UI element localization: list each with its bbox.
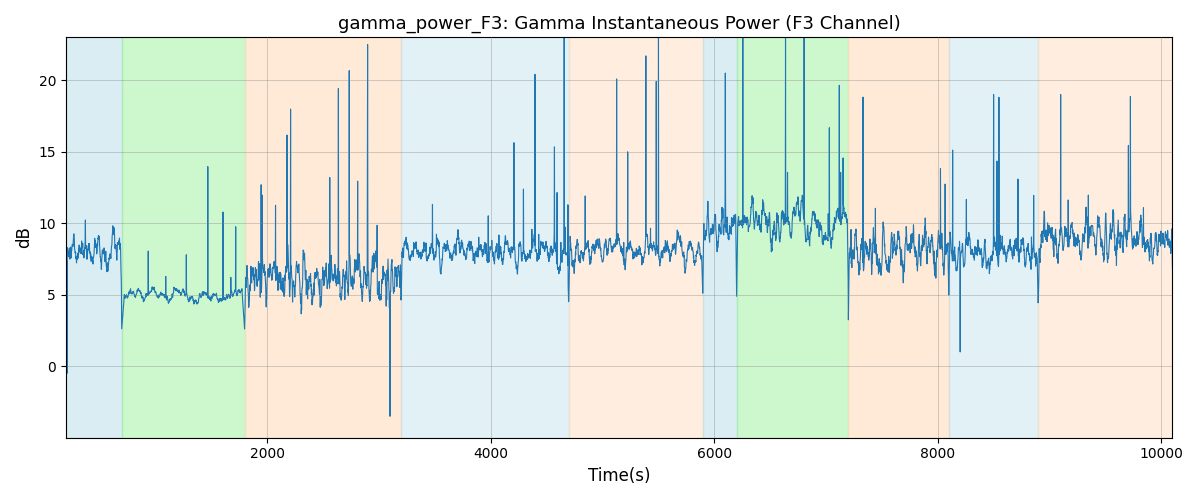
X-axis label: Time(s): Time(s) [588,467,650,485]
Bar [703,38,737,438]
Bar [401,38,569,438]
Title: gamma_power_F3: Gamma Instantaneous Power (F3 Channel): gamma_power_F3: Gamma Instantaneous Powe… [338,15,900,34]
Bar [949,38,1038,438]
Bar [848,38,949,438]
Bar [121,38,245,438]
Bar [737,38,848,438]
Bar [569,38,703,438]
Y-axis label: dB: dB [16,226,34,248]
Bar [1038,38,1172,438]
Bar [66,38,121,438]
Bar [245,38,401,438]
